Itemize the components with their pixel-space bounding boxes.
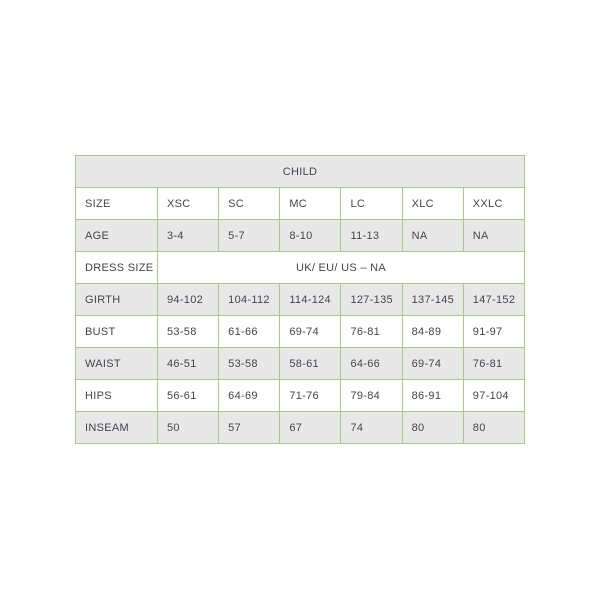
cell: 80 [462, 411, 526, 444]
age-row: AGE 3-4 5-7 8-10 11-13 NA NA [75, 219, 526, 252]
row-label: BUST [75, 315, 158, 348]
cell: 69-74 [279, 315, 342, 348]
row-label: HIPS [75, 379, 158, 412]
bust-row: BUST 53-58 61-66 69-74 76-81 84-89 91-97 [75, 315, 526, 348]
cell: 71-76 [279, 379, 342, 412]
cell: XLC [401, 187, 464, 220]
cell: NA [462, 219, 526, 252]
row-label: AGE [75, 219, 158, 252]
cell: 69-74 [401, 347, 464, 380]
row-label: DRESS SIZE [75, 251, 158, 284]
cell: 46-51 [156, 347, 220, 380]
cell: LC [340, 187, 403, 220]
cell: 114-124 [279, 283, 342, 316]
cell: 104-112 [218, 283, 281, 316]
waist-row: WAIST 46-51 53-58 58-61 64-66 69-74 76-8… [75, 347, 526, 380]
row-label: GIRTH [75, 283, 158, 316]
cell: 147-152 [462, 283, 526, 316]
cell: 76-81 [462, 347, 526, 380]
cell: 74 [340, 411, 403, 444]
cell: 50 [156, 411, 220, 444]
cell: 80 [401, 411, 464, 444]
hips-row: HIPS 56-61 64-69 71-76 79-84 86-91 97-10… [75, 379, 526, 412]
cell: 86-91 [401, 379, 464, 412]
cell: NA [401, 219, 464, 252]
cell: 8-10 [279, 219, 342, 252]
dress-size-row: DRESS SIZE UK/ EU/ US – NA [75, 251, 525, 284]
cell: 11-13 [340, 219, 403, 252]
cell: 64-69 [218, 379, 281, 412]
cell: 97-104 [462, 379, 526, 412]
cell: 53-58 [156, 315, 220, 348]
row-label: SIZE [75, 187, 158, 220]
row-label: WAIST [75, 347, 158, 380]
cell: 57 [218, 411, 281, 444]
cell: 3-4 [156, 219, 220, 252]
cell: 94-102 [156, 283, 220, 316]
cell: 53-58 [218, 347, 281, 380]
cell: 61-66 [218, 315, 281, 348]
cell: 64-66 [340, 347, 403, 380]
cell: MC [279, 187, 342, 220]
cell: 67 [279, 411, 342, 444]
row-label: INSEAM [75, 411, 158, 444]
cell: 58-61 [279, 347, 342, 380]
chart-title: CHILD [75, 155, 525, 188]
cell: 84-89 [401, 315, 464, 348]
cell: 5-7 [218, 219, 281, 252]
cell: 76-81 [340, 315, 403, 348]
cell: 56-61 [156, 379, 220, 412]
child-size-chart: CHILD SIZE XSC SC MC LC XLC XXLC AGE 3-4… [75, 155, 526, 444]
cell: SC [218, 187, 281, 220]
cell: XXLC [462, 187, 526, 220]
cell: 91-97 [462, 315, 526, 348]
size-row: SIZE XSC SC MC LC XLC XXLC [75, 187, 526, 220]
header-row: CHILD [75, 155, 525, 188]
cell: XSC [156, 187, 220, 220]
cell: 137-145 [401, 283, 464, 316]
inseam-row: INSEAM 50 57 67 74 80 80 [75, 411, 526, 444]
dress-size-value: UK/ EU/ US – NA [157, 251, 525, 284]
cell: 79-84 [340, 379, 403, 412]
cell: 127-135 [340, 283, 403, 316]
girth-row: GIRTH 94-102 104-112 114-124 127-135 137… [75, 283, 526, 316]
